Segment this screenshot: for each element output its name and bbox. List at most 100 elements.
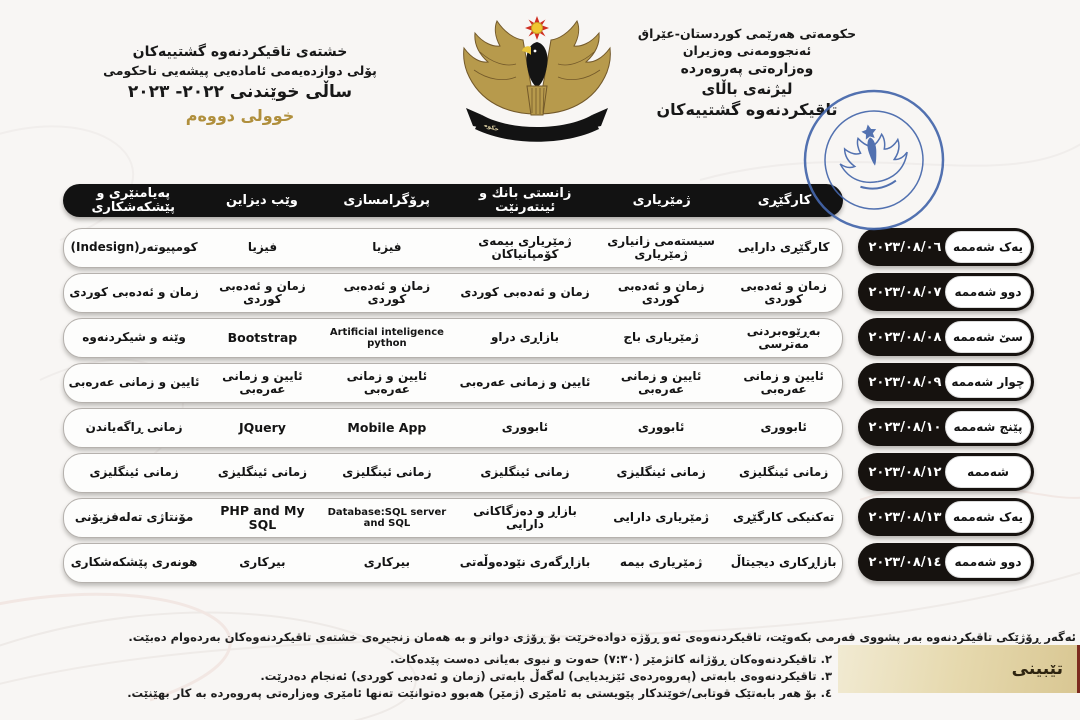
- subject-cell: زمانی ئینگلیزی: [739, 465, 829, 480]
- exam-date: ٢٠٢٣/٠٨/١٣: [868, 509, 942, 525]
- subject-cell: تەکنیکی کارگێڕی: [733, 510, 835, 525]
- subject-cell: هونەری پێشکەشکاری: [70, 555, 198, 570]
- exam-date: ٢٠٢٣/٠٨/٠٩: [868, 374, 942, 390]
- exam-date: ٢٠٢٣/٠٨/١٠: [868, 419, 942, 435]
- table-row: ئایین و زمانی عەرەبی ئایین و زمانی عەرەب…: [63, 363, 843, 403]
- subject-cell: بەڕێوەبردنی مەترسی: [746, 323, 821, 351]
- subject-cell: مۆنتاژی تەلەفزیۆنی: [74, 510, 194, 525]
- column-header-administration: کارگێڕی: [757, 192, 812, 208]
- schedule-title: خشتەی تاقیکردنەوە گشتییەکان: [132, 44, 348, 60]
- subject-cell: بازاڕ و دەزگاکانی دارایی: [473, 503, 577, 531]
- subject-cell: ژمێریاری دارایی: [613, 510, 709, 525]
- title-block-right: حکومەتی هەرێمی کوردستان-عێراق ئەنجوومەنی…: [612, 26, 882, 119]
- subject-cell: زمان و ئەدەبی کوردی: [740, 278, 827, 306]
- column-header-accounting: ژمێریاری: [632, 192, 691, 208]
- note-line-2: ٢. تاقیکردنەوەکان ڕۆژانە کاتژمێر (٧:٣٠) …: [390, 652, 832, 666]
- subject-cell: زمانی ئینگلیزی: [616, 465, 706, 480]
- subject-cell: زمان و ئەدەبی کوردی: [219, 278, 306, 306]
- subject-cell: JQuery: [238, 420, 286, 435]
- column-header-programming: پرۆگرامسازی: [343, 192, 431, 208]
- table-row: زمانی ئینگلیزی زمانی ئینگلیزی زمانی ئینگ…: [63, 453, 843, 493]
- term-label: خوولی دووەم: [185, 106, 295, 125]
- date-pill: ٢٠٢٣/٠٨/١٢ شەممە: [858, 453, 1034, 491]
- subject-cell: زمان و ئەدەبی کوردی: [617, 278, 705, 306]
- table-row: زمان و ئەدەبی کوردی زمان و ئەدەبی کوردی …: [63, 273, 843, 313]
- subject-cell: زمانی ئینگلیزی: [89, 465, 179, 480]
- exam-day: سێ شەممە: [945, 321, 1031, 353]
- eagle-head: [522, 42, 548, 87]
- academic-year: ساڵی خوێندنی ٢٠٢٢- ٢٠٢٣: [127, 82, 353, 102]
- date-pill: ٢٠٢٣/٠٨/١٣ یەک شەممە: [858, 498, 1034, 536]
- subject-cell: بازاڕی دراو: [490, 330, 559, 345]
- subject-cell: فیزیا: [247, 240, 278, 255]
- exam-date: ٢٠٢٣/٠٨/٠٨: [868, 329, 942, 345]
- subject-cell: ژمێریاری بیمە: [619, 555, 703, 570]
- subject-cell: Bootstrap: [227, 330, 298, 345]
- table-row: ئابووری ئابووری ئابووری Mobile App JQuer…: [63, 408, 843, 448]
- krg-emblem: حکومەتی هەرێمی کوردستان: [452, 14, 611, 142]
- subject-cell: ئایین و زمانی عەرەبی: [459, 375, 591, 390]
- committee-line2: تاقیکردنەوە گشتییەکان: [656, 100, 838, 119]
- note-line-3: ٣. تاقیکردنەوەی بابەتی (پەروەردەی ئێزیدی…: [260, 669, 832, 683]
- exam-date: ٢٠٢٣/٠٨/١٢: [868, 464, 942, 480]
- subject-cell: ئایین و زمانی عەرەبی: [743, 368, 824, 396]
- exam-day: چوار شەممە: [945, 366, 1031, 398]
- date-pill: ٢٠٢٣/٠٨/٠٩ چوار شەممە: [858, 363, 1034, 401]
- table-header-row: کارگێڕی ژمێریاری زانستی بانك و ئینتەرنێت…: [63, 184, 843, 217]
- subject-cell: کارگێڕی دارایی: [737, 240, 830, 255]
- committee-line1: لیژنەی باڵای: [701, 80, 793, 98]
- notes-list: ٢. تاقیکردنەوەکان ڕۆژانە کاتژمێر (٧:٣٠) …: [90, 651, 832, 702]
- exam-date: ٢٠٢٣/٠٨/٠٧: [868, 284, 942, 300]
- table-row: کارگێڕی دارایی سیستەمی زانیاری ژمێریاری …: [63, 228, 843, 268]
- subject-cell: بیرکاری: [363, 555, 411, 570]
- council-line: ئەنجوومەنی وەزیران: [682, 43, 812, 58]
- subject-cell: سیستەمی زانیاری ژمێریاری: [607, 233, 715, 261]
- subject-cell: بیرکاری: [239, 555, 286, 570]
- subject-cell: بازاڕکاری دیجیتاڵ: [730, 555, 837, 570]
- eagle-body: [526, 85, 548, 116]
- note-line-4: ٤. بۆ هەر بابەتێک قوتابی/خوێندکار پێویست…: [127, 686, 832, 700]
- subject-cell: ئایین و زمانی عەرەبی: [222, 368, 303, 396]
- subject-cell: ئایین و زمانی عەرەبی: [68, 375, 200, 390]
- government-line: حکومەتی هەرێمی کوردستان-عێراق: [637, 26, 857, 41]
- date-pill: ٢٠٢٣/٠٨/١٠ پێنج شەممە: [858, 408, 1034, 446]
- date-pill: ٢٠٢٣/٠٨/٠٦ یەک شەممە: [858, 228, 1034, 266]
- subject-cell: زمانی ڕاگەیاندن: [85, 420, 183, 435]
- column-header-media-presentation: پەیامنێری و پێشکەشکاری: [91, 185, 175, 215]
- table-row: تەکنیکی کارگێڕی ژمێریاری دارایی بازاڕ و …: [63, 498, 843, 538]
- date-pill: ٢٠٢٣/٠٨/٠٨ سێ شەممە: [858, 318, 1034, 356]
- eagle-wings: [463, 19, 611, 115]
- notes-label: تێبینی: [1011, 659, 1063, 679]
- subject-cell: زمانی ئینگلیزی: [217, 465, 308, 480]
- exam-day: دوو شەممە: [945, 546, 1031, 578]
- stamp-inner-emblem: [839, 124, 908, 190]
- exam-day: پێنج شەممە: [945, 411, 1031, 443]
- ministry-line: وەزارەتی پەروەردە: [680, 61, 814, 77]
- subject-cell: زمانی ئینگلیزی: [342, 465, 432, 480]
- subject-cell: Mobile App: [347, 420, 427, 435]
- subject-cell: وێنە و شیکردنەوە: [82, 330, 186, 345]
- note-line-1: ئەگەر ڕۆژێکی تاقیکردنەوە بەر پشووی فەرمی…: [128, 630, 1076, 644]
- ministry-stamp-icon: وەزارەتی پەروەردە • حکومەتی هەرێمی کوردس…: [788, 89, 945, 231]
- grade-subtitle: پۆلی دوازدەیەمی ئامادەیی پیشەیی ناحکومی: [103, 63, 377, 78]
- table-row: بەڕێوەبردنی مەترسی ژمێریاری باج بازاڕی د…: [63, 318, 843, 358]
- subject-cell: فیزیا: [372, 240, 402, 255]
- subject-cell: ئابووری: [760, 420, 807, 435]
- exam-date: ٢٠٢٣/٠٨/١٤: [868, 554, 942, 570]
- notes-label-box: تێبینی: [838, 645, 1080, 693]
- subject-cell: ئایین و زمانی عەرەبی: [620, 368, 702, 396]
- subject-cell: کومپیوتەر(Indesign): [70, 240, 198, 255]
- exam-date: ٢٠٢٣/٠٨/٠٦: [868, 239, 942, 255]
- subject-cell: ئابووری: [637, 420, 685, 435]
- subject-cell: ئایین و زمانی عەرەبی: [346, 368, 428, 396]
- date-pill: ٢٠٢٣/٠٨/٠٧ دوو شەممە: [858, 273, 1034, 311]
- subject-cell: ژمێریاری بیمەی کۆمپانیاکان: [478, 233, 572, 261]
- subject-cell: زمان و ئەدەبی کوردی: [69, 285, 199, 300]
- subject-cell: زمانی ئینگلیزی: [480, 465, 570, 480]
- subject-cell: زمان و ئەدەبی کوردی: [343, 278, 431, 306]
- subject-cell: Artificial inteligence python: [329, 326, 444, 349]
- subject-cell: PHP and My SQL: [220, 503, 305, 532]
- subject-cell: ئابووری: [501, 420, 549, 435]
- subject-cell: ژمێریاری باج: [623, 330, 699, 345]
